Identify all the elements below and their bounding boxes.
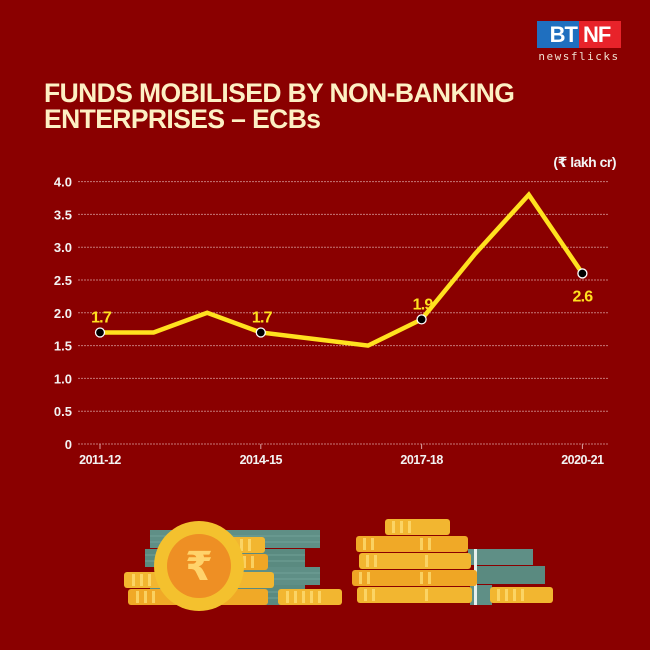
x-tick-label: 2020-21: [561, 453, 604, 467]
unit-label: (₹ lakh cr): [553, 154, 616, 170]
data-label: 1.9: [413, 296, 434, 313]
y-tick-label: 3.0: [54, 240, 72, 255]
data-line: [100, 191, 585, 348]
y-tick-label: 3.5: [54, 207, 72, 222]
data-point-marker: [255, 327, 266, 338]
coin-stack-right-icon: [352, 519, 553, 603]
logo-subtitle: newsflicks: [538, 50, 620, 63]
y-tick-label: 1.5: [54, 339, 72, 354]
money-illustration: ₹: [124, 519, 553, 611]
x-tick-label: 2017-18: [400, 453, 443, 467]
logo-nf: NF: [579, 21, 621, 48]
data-point-marker: [416, 314, 427, 325]
y-tick-label: 0: [65, 437, 72, 452]
x-tick-label: 2014-15: [240, 453, 283, 467]
logo-bt: BT: [537, 21, 579, 48]
page-title: FUNDS MOBILISED BY NON-BANKING ENTERPRIS…: [44, 78, 515, 134]
data-label: 1.7: [252, 309, 273, 326]
title-line-2: ENTERPRISES – ECBs: [44, 104, 321, 134]
line-chart: 0 0.5 1.0 1.5 2.0 2.5 3.0 3.5 4.0 2011-12 2014-15 2…: [54, 175, 608, 467]
y-tick-label: 2.0: [54, 306, 72, 321]
rupee-coin-icon: ₹: [154, 521, 244, 611]
brand-logo: BT NF newsflicks: [537, 21, 621, 63]
x-tick-label: 2011-12: [79, 453, 121, 467]
y-tick-label: 4.0: [54, 175, 72, 190]
title-line-1: FUNDS MOBILISED BY NON-BANKING: [44, 78, 515, 108]
data-label: 1.7: [91, 309, 112, 326]
y-tick-label: 0.5: [54, 404, 72, 419]
data-label: 2.6: [572, 288, 593, 305]
svg-text:₹: ₹: [185, 544, 213, 590]
data-point-marker: [94, 327, 106, 338]
y-tick-label: 2.5: [54, 273, 72, 288]
y-tick-label: 1.0: [54, 371, 72, 386]
data-point-marker: [577, 268, 588, 279]
